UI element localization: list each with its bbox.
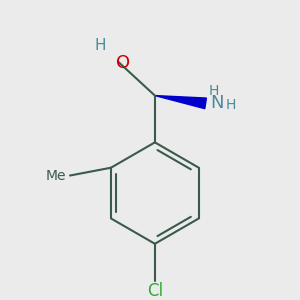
- Text: N: N: [211, 94, 224, 112]
- Polygon shape: [155, 96, 206, 109]
- Text: Me: Me: [46, 169, 66, 184]
- Text: Cl: Cl: [147, 282, 163, 300]
- Text: H: H: [208, 84, 219, 98]
- Text: O: O: [116, 54, 130, 72]
- Text: H: H: [94, 38, 106, 53]
- Text: H: H: [226, 98, 236, 112]
